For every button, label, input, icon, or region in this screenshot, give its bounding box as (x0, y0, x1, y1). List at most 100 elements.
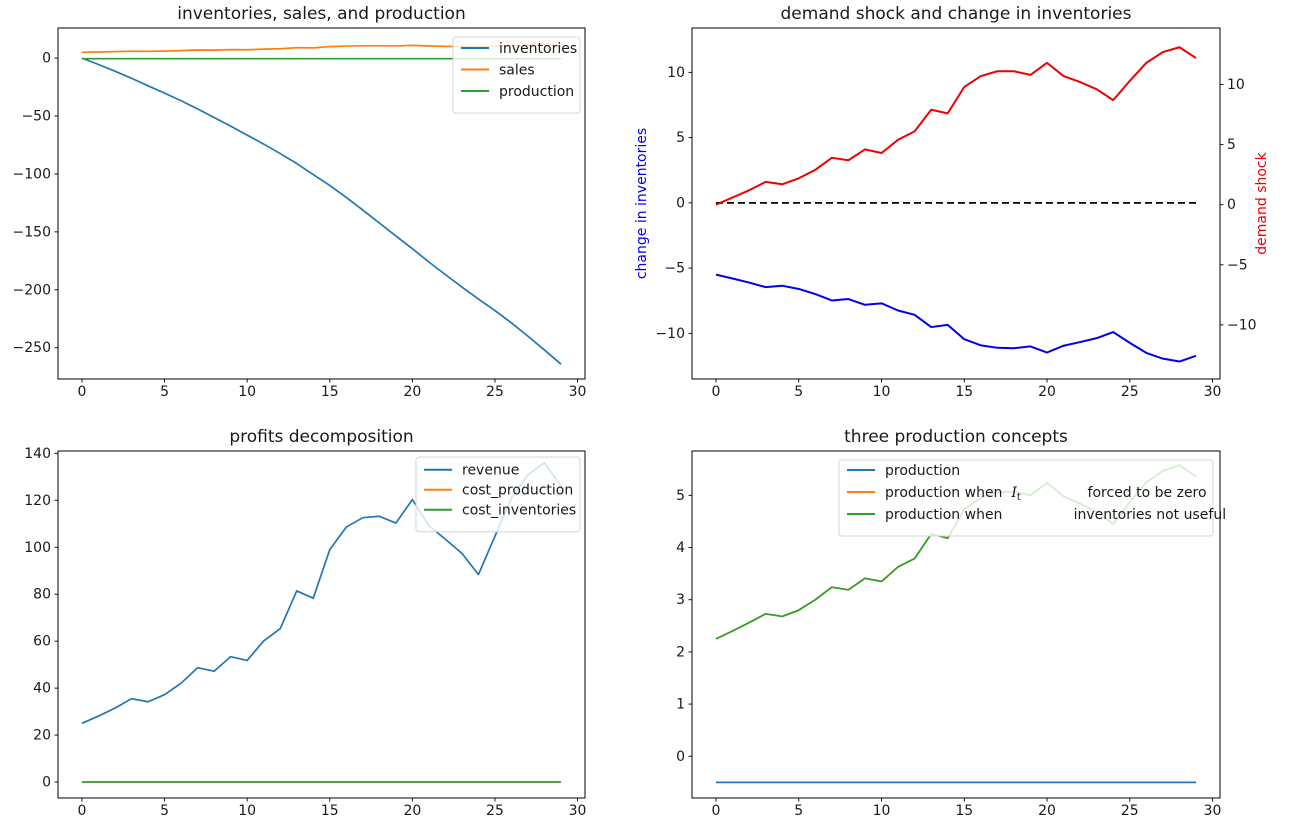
y-axis-label-right: demand shock (1254, 151, 1270, 254)
y-tick-label: 1 (676, 697, 685, 713)
y-tick-label: 40 (33, 681, 51, 697)
series-change-in-inventories-line (715, 273, 1197, 363)
y-tick-label: 80 (33, 587, 51, 603)
x-tick-label: 20 (1038, 803, 1056, 819)
series-demand-shock-line (715, 46, 1197, 206)
series-inventories-line (81, 57, 562, 365)
legend: production production when It forced to b… (838, 459, 1226, 537)
y-tick-label: −200 (13, 282, 51, 298)
x-tick-label: 30 (569, 803, 587, 819)
legend-item-costinventories: cost_inventories (424, 503, 576, 519)
x-tick-label: 25 (1121, 384, 1139, 400)
x-tick-label: 30 (1204, 384, 1222, 400)
legend-label: production (499, 84, 574, 100)
legend-label: sales (499, 63, 535, 79)
x-tick-label: 10 (873, 384, 891, 400)
y-tick-label: 10 (667, 65, 685, 81)
x-tick-label: 15 (321, 384, 339, 400)
y-tick-label: 20 (33, 728, 51, 744)
x-tick-label: 5 (794, 803, 803, 819)
axes-frame (57, 27, 586, 380)
x-tick-label: 15 (955, 384, 973, 400)
y-tick-label: 0 (42, 775, 51, 791)
y-tick-label: 0 (676, 195, 685, 211)
legend-label: cost_inventories (462, 503, 576, 519)
x-tick-label: 5 (160, 803, 169, 819)
chart-title: demand shock and change in inventories (781, 4, 1132, 24)
x-tick-label: 15 (321, 803, 339, 819)
x-tick-label: 25 (1121, 803, 1139, 819)
series-revenue-line (81, 461, 562, 725)
y-tick-label: 100 (24, 540, 51, 556)
x-tick-label: 20 (403, 384, 421, 400)
axes-frame (57, 450, 586, 799)
y-tick-label-right: −10 (1227, 317, 1257, 333)
legend-item-costproduction: cost_production (424, 483, 573, 499)
legend-item-sales: sales (461, 63, 535, 79)
y-tick-label: 2 (676, 644, 685, 660)
axes-frame (691, 450, 1221, 799)
y-axis-label-left: change in inventories (634, 128, 650, 279)
x-tick-label: 5 (794, 384, 803, 400)
chart-top-left: inventories, sales, and production 0 5 10 15… (13, 4, 587, 400)
legend-label: production when inventories not useful (885, 507, 1226, 523)
x-tick-label: 30 (569, 384, 587, 400)
x-tick-label: 20 (1038, 384, 1056, 400)
x-tick-label: 0 (77, 803, 86, 819)
legend-label: production when It forced to be zero (885, 485, 1207, 503)
legend-item-production: production (461, 84, 574, 100)
legend: revenue cost_production cost_inventories (415, 456, 581, 533)
chart-title: three production concepts (844, 427, 1068, 447)
y-tick-label: −100 (13, 166, 51, 182)
x-tick-label: 0 (712, 803, 721, 819)
legend: inventories sales production (452, 36, 581, 114)
legend-item-revenue: revenue (424, 463, 519, 479)
legend-label: revenue (462, 463, 519, 479)
y-tick-label: −250 (13, 340, 51, 356)
y-tick-label-right: 5 (1227, 137, 1236, 153)
y-tick-label: 0 (42, 51, 51, 67)
y-tick-label-right: 0 (1227, 197, 1236, 213)
chart-title: profits decomposition (229, 427, 413, 447)
x-tick-label: 15 (955, 803, 973, 819)
legend-label: production (885, 463, 960, 479)
legend-label: cost_production (462, 483, 573, 499)
legend-item-production: production (847, 463, 960, 479)
y-tick-label: −5 (664, 261, 685, 277)
chart-top-right: demand shock and change in inventories 0 5… (634, 4, 1270, 400)
x-tick-label: 0 (77, 384, 86, 400)
legend-box (452, 36, 581, 114)
legend-box (838, 459, 1214, 537)
y-tick-label-right: −5 (1227, 257, 1248, 273)
chart-bottom-left: profits decomposition 0 5 10 15 20 25 30 0 20 40 60… (24, 427, 586, 819)
legend-box (415, 456, 581, 533)
y-tick-label: 4 (676, 540, 685, 556)
x-tick-label: 5 (160, 384, 169, 400)
x-tick-label: 30 (1204, 803, 1222, 819)
x-tick-label: 0 (712, 384, 721, 400)
y-tick-label: 0 (676, 749, 685, 765)
legend-item-production-when: production when It forced to be zero (847, 485, 1207, 503)
y-tick-label: −10 (655, 326, 685, 342)
y-tick-label: 3 (676, 592, 685, 608)
y-tick-label: 5 (676, 488, 685, 504)
y-tick-label: −50 (21, 109, 51, 125)
legend-item-production-when: production when inventories not useful (847, 507, 1226, 523)
y-tick-label: 120 (24, 493, 51, 509)
x-tick-label: 25 (486, 803, 504, 819)
x-tick-label: 10 (873, 803, 891, 819)
y-tick-label: 60 (33, 634, 51, 650)
y-tick-label-right: 10 (1227, 77, 1245, 93)
y-tick-label: −150 (13, 224, 51, 240)
axes-frame (691, 27, 1221, 380)
legend-label: inventories (499, 41, 577, 57)
x-tick-label: 10 (238, 803, 256, 819)
x-tick-label: 20 (403, 803, 421, 819)
chart-title: inventories, sales, and production (177, 4, 466, 24)
x-tick-label: 10 (238, 384, 256, 400)
y-tick-label: 140 (24, 446, 51, 462)
x-tick-label: 25 (486, 384, 504, 400)
